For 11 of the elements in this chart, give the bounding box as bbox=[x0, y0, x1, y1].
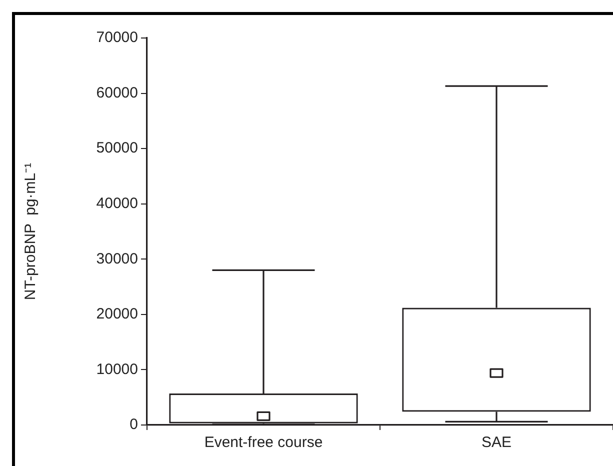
y-tick-label: 30000 bbox=[96, 250, 138, 268]
y-tick-label: 10000 bbox=[96, 360, 138, 378]
y-tick-label: 40000 bbox=[96, 195, 138, 212]
y-tick-label: 20000 bbox=[96, 306, 138, 323]
y-tick-label: 0 bbox=[130, 416, 138, 434]
y-tick-label: 70000 bbox=[96, 29, 138, 46]
x-tick-label: Event-free course bbox=[204, 434, 323, 452]
y-axis-title: NT-proBNP pg·mL⁻¹ bbox=[22, 162, 40, 300]
x-tick-label: SAE bbox=[481, 434, 512, 452]
y-tick-label: 60000 bbox=[96, 84, 138, 102]
y-tick-label: 50000 bbox=[96, 140, 138, 157]
